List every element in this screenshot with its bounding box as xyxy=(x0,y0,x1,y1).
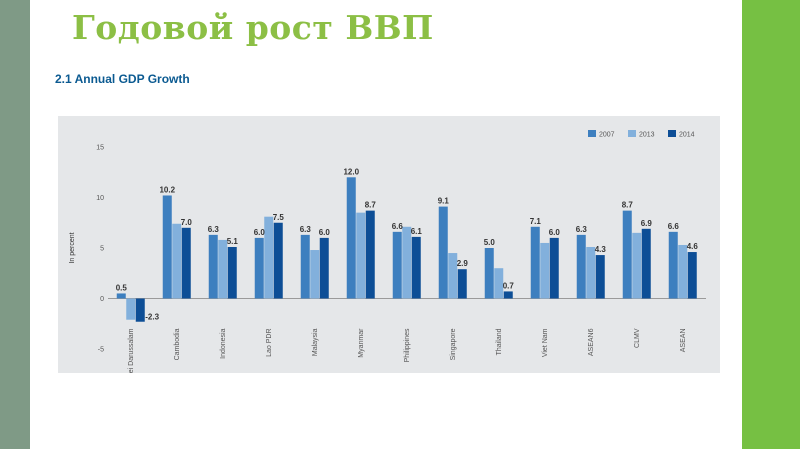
bar xyxy=(181,227,191,299)
y-tick-label: 15 xyxy=(96,145,104,152)
data-label: 10.2 xyxy=(159,185,175,194)
category-label: CLMV xyxy=(634,328,641,348)
bar xyxy=(595,255,605,299)
data-label: 6.1 xyxy=(411,227,423,236)
category-label: Brunei Darussalam xyxy=(128,328,135,373)
y-tick-label: 5 xyxy=(100,246,104,253)
bar xyxy=(319,237,329,299)
legend-label: 2007 xyxy=(599,132,615,139)
data-label: 6.3 xyxy=(208,225,220,234)
slide-title: Годовой рост ВВП xyxy=(72,8,434,47)
bar xyxy=(162,195,172,299)
bar xyxy=(457,269,467,299)
data-label: 8.7 xyxy=(622,201,634,210)
data-label: 6.0 xyxy=(254,228,266,237)
y-axis-title: In percent xyxy=(69,232,76,263)
data-label: 6.9 xyxy=(641,219,653,228)
bar xyxy=(540,242,550,299)
bar xyxy=(503,291,513,299)
legend-swatch xyxy=(588,130,596,137)
bar xyxy=(356,212,366,299)
data-label: 7.5 xyxy=(273,213,285,222)
bar xyxy=(494,268,504,299)
bar xyxy=(172,223,182,299)
y-tick-label: -5 xyxy=(98,347,104,354)
category-label: Singapore xyxy=(450,328,457,360)
left-decor-bar xyxy=(0,0,30,449)
category-label: Philippines xyxy=(404,328,411,362)
data-label: 12.0 xyxy=(343,167,359,176)
bar xyxy=(576,234,586,299)
bar xyxy=(586,246,596,299)
bar xyxy=(402,226,412,299)
bar xyxy=(632,232,642,299)
y-tick-label: 0 xyxy=(100,296,104,303)
legend-swatch xyxy=(668,130,676,137)
category-label: ASEAN6 xyxy=(588,328,595,356)
data-label: 2.9 xyxy=(457,259,469,268)
bar xyxy=(622,210,632,299)
bar xyxy=(227,246,237,299)
data-label: 9.1 xyxy=(438,197,450,206)
data-label: 6.6 xyxy=(668,222,680,231)
bar xyxy=(254,237,264,299)
data-label: 6.0 xyxy=(319,228,331,237)
data-label: 5.0 xyxy=(484,238,496,247)
data-label: 8.7 xyxy=(365,201,377,210)
legend-swatch xyxy=(628,130,636,137)
bar xyxy=(273,222,283,299)
legend-label: 2014 xyxy=(679,132,695,139)
right-decor-bar xyxy=(742,0,800,449)
data-label: 7.1 xyxy=(530,217,542,226)
bar xyxy=(448,253,458,299)
category-label: Malaysia xyxy=(312,328,319,356)
bar xyxy=(264,216,274,299)
category-label: ASEAN xyxy=(680,329,687,353)
data-label: 0.5 xyxy=(116,283,128,292)
data-label: -2.3 xyxy=(145,313,159,322)
data-label: 0.7 xyxy=(503,281,515,290)
chart-heading: 2.1 Annual GDP Growth xyxy=(55,72,190,86)
bar xyxy=(411,236,421,299)
category-label: Myanmar xyxy=(358,328,365,358)
category-label: Indonesia xyxy=(220,328,227,358)
data-label: 6.0 xyxy=(549,228,561,237)
bar xyxy=(392,231,402,299)
bar xyxy=(641,228,651,299)
legend-label: 2013 xyxy=(639,132,655,139)
bar xyxy=(218,239,228,299)
chart-panel: -5 0 5 10 15 In percent Brunei Darussalam Cambo… xyxy=(58,116,720,373)
bar xyxy=(346,177,356,299)
category-label: Thailand xyxy=(496,328,503,355)
data-label: 6.6 xyxy=(392,222,404,231)
bar xyxy=(668,231,678,299)
data-label: 6.3 xyxy=(300,225,312,234)
bar xyxy=(484,248,494,299)
category-label: Lao PDR xyxy=(266,329,273,357)
data-label: 6.3 xyxy=(576,225,588,234)
bar xyxy=(135,298,145,322)
data-label: 4.6 xyxy=(687,242,699,251)
bar xyxy=(530,226,540,299)
category-label: Cambodia xyxy=(174,328,181,360)
bar xyxy=(687,252,697,299)
bar xyxy=(310,250,320,299)
bar xyxy=(438,206,448,299)
data-label: 4.3 xyxy=(595,245,607,254)
bar xyxy=(365,210,375,299)
bar xyxy=(678,244,688,299)
data-label: 7.0 xyxy=(181,218,193,227)
y-tick-label: 10 xyxy=(96,195,104,202)
data-label: 5.1 xyxy=(227,237,239,246)
category-label: Viet Nam xyxy=(542,328,549,357)
gdp-bar-chart: -5 0 5 10 15 In percent Brunei Darussalam Cambo… xyxy=(69,130,706,373)
bar xyxy=(126,298,136,320)
bar xyxy=(549,237,559,299)
bar xyxy=(116,293,126,299)
bar xyxy=(300,234,310,299)
bar xyxy=(208,234,218,299)
